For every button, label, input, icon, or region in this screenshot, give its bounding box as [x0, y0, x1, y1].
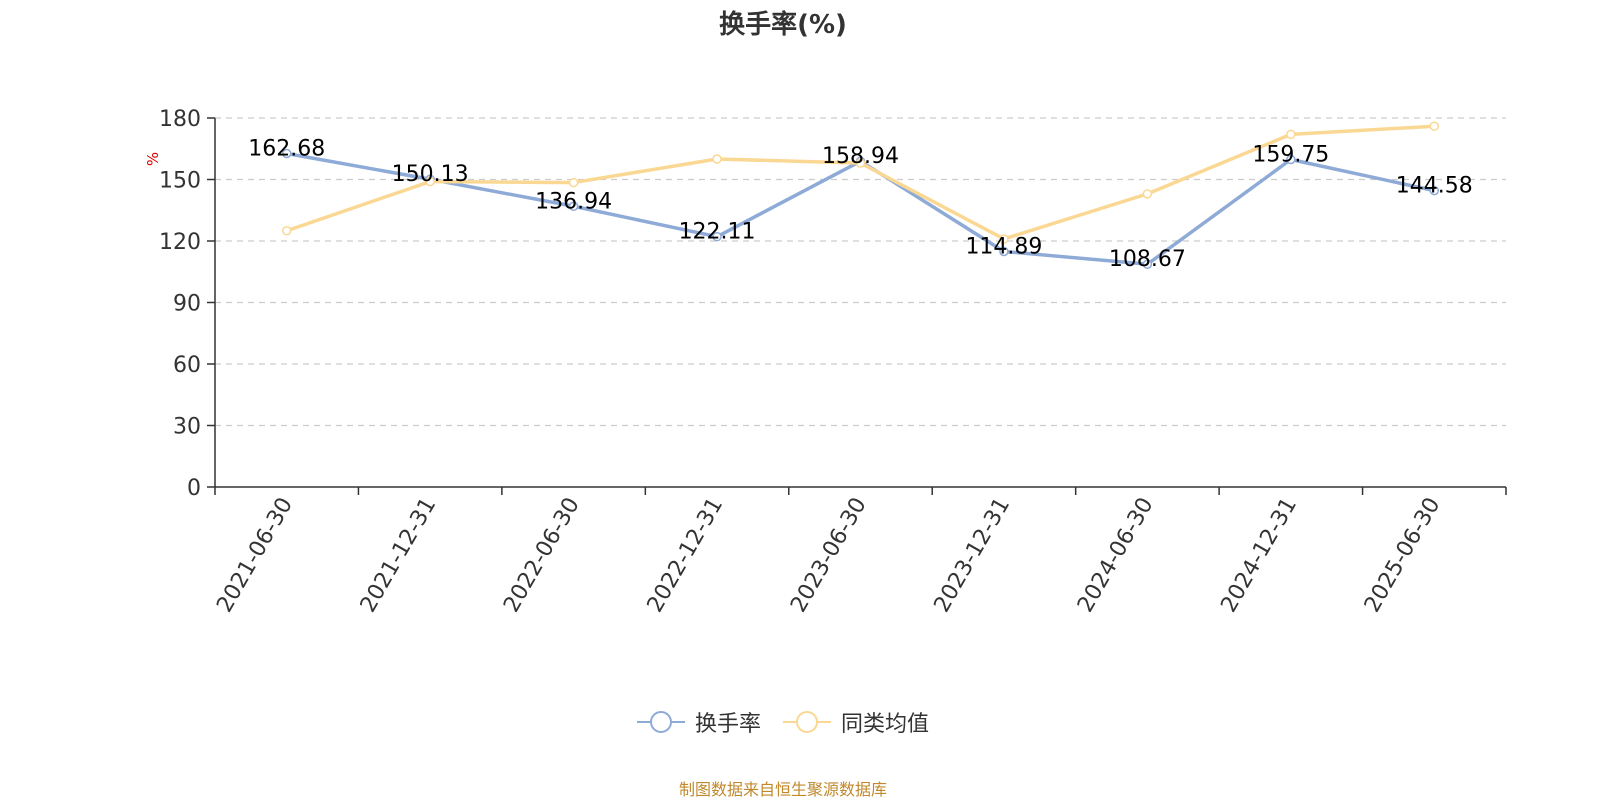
data-point[interactable]	[999, 246, 1009, 257]
data-label: 114.89	[965, 234, 1042, 259]
data-point[interactable]	[1286, 154, 1296, 165]
y-tick-label: 90	[173, 292, 201, 317]
data-point[interactable]	[568, 177, 579, 188]
data-label: 158.94	[822, 144, 899, 169]
x-tick-label: 2021-12-31	[356, 493, 442, 616]
data-point[interactable]	[712, 231, 722, 242]
legend-item-turnover[interactable]: 换手率	[636, 706, 761, 738]
data-label: 159.75	[1252, 143, 1329, 168]
data-point[interactable]	[999, 234, 1009, 244]
data-point[interactable]	[1142, 259, 1153, 269]
data-point[interactable]	[712, 154, 722, 164]
x-tick-label: 2024-12-31	[1216, 494, 1302, 617]
data-label: 150.13	[392, 162, 469, 187]
x-tick-label: 2021-06-30	[212, 494, 298, 617]
x-tick-label: 2023-12-31	[930, 494, 1016, 617]
data-label: 144.58	[1396, 174, 1473, 199]
y-tick-label: 60	[173, 353, 201, 378]
data-label: 136.94	[535, 189, 612, 214]
x-tick-label: 2023-06-30	[786, 494, 872, 617]
y-tick-label: 30	[173, 415, 201, 440]
data-point[interactable]	[1286, 129, 1296, 140]
data-label: 122.11	[679, 220, 756, 245]
x-tick-label: 2024-06-30	[1073, 494, 1159, 617]
legend-item-peer-average[interactable]: 同类均值	[783, 706, 929, 738]
data-point[interactable]	[855, 158, 866, 168]
legend-label-turnover: 换手率	[694, 712, 761, 737]
axes: 0 30 60 90 120 150 180% 2021-06-30 2021-12-31 202…	[144, 107, 1507, 617]
y-tick-label: 120	[159, 230, 201, 255]
chart-title: 换手率(%)	[719, 10, 847, 40]
legend-swatch-turnover-icon	[636, 711, 685, 733]
legend-label-peer-average: 同类均值	[841, 712, 930, 737]
series-lines	[281, 121, 1440, 269]
data-point[interactable]	[568, 201, 579, 212]
y-tick-label: 150	[159, 169, 201, 194]
x-tick-label: 2022-12-31	[643, 494, 729, 617]
y-tick-label: 180	[159, 107, 201, 132]
data-label: 162.68	[248, 137, 325, 162]
data-point[interactable]	[425, 176, 435, 187]
legend-swatch-peer-average-icon	[783, 711, 831, 733]
y-axis-unit-label: %	[144, 152, 162, 166]
data-label: 108.67	[1109, 247, 1186, 272]
y-tick-label: 0	[187, 476, 201, 501]
legend: 换手率 同类均值	[0, 706, 1566, 738]
data-labels: 162.68 150.13 136.94 122.11 158.94 114.89 108.…	[248, 137, 1473, 273]
data-point[interactable]	[281, 148, 292, 159]
x-tick-label: 2022-06-30	[499, 494, 585, 617]
source-note: 制图数据来自恒生聚源数据库	[678, 780, 887, 799]
data-point[interactable]	[281, 226, 292, 236]
data-point[interactable]	[1142, 189, 1153, 199]
data-point[interactable]	[1429, 185, 1440, 196]
x-tick-label: 2025-06-30	[1360, 494, 1446, 617]
data-point[interactable]	[1429, 121, 1440, 131]
